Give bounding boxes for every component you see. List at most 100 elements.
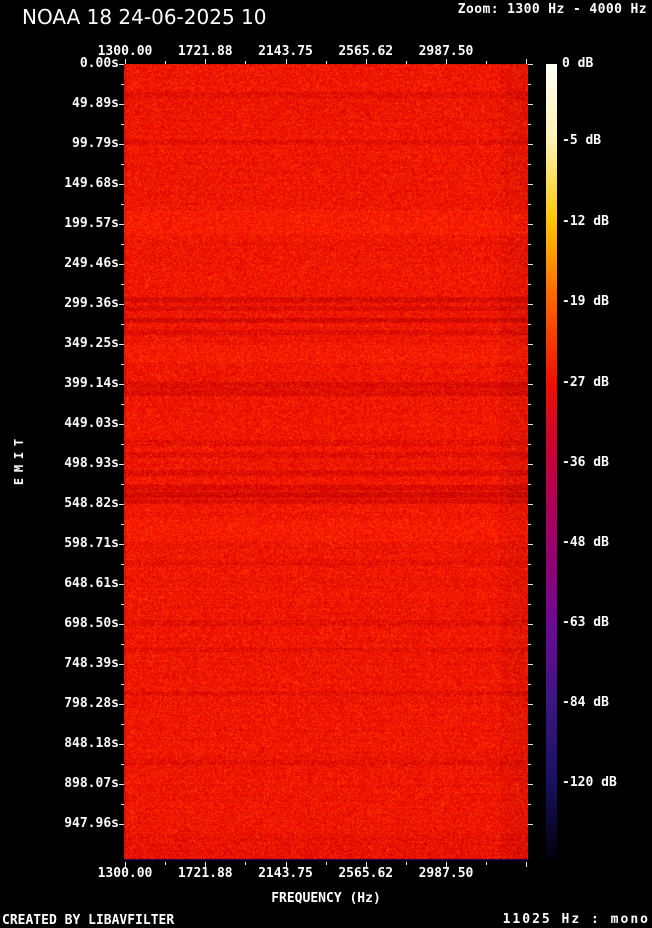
freq-tick-mark — [286, 862, 287, 867]
time-tick-mark — [528, 664, 533, 665]
time-tick-mark — [528, 304, 533, 305]
time-tick-label: 947.96s — [0, 816, 119, 831]
time-tick-label: 898.07s — [0, 776, 119, 791]
freq-tick-mark — [486, 61, 487, 64]
time-tick-label: 848.18s — [0, 736, 119, 751]
freq-tick-mark — [406, 862, 407, 865]
time-tick-mark-minor — [528, 244, 531, 245]
freq-tick-mark — [245, 61, 246, 64]
spectrogram-page: NOAA 18 24-06-2025 10 Zoom: 1300 Hz - 40… — [0, 0, 652, 928]
time-tick-mark — [119, 384, 124, 385]
time-tick-label: 798.28s — [0, 696, 119, 711]
time-tick-mark — [119, 584, 124, 585]
db-tick-label: -48 dB — [562, 535, 609, 550]
freq-tick-mark — [286, 59, 287, 64]
time-tick-mark — [528, 64, 533, 65]
y-axis-title: TIME — [8, 436, 32, 488]
time-tick-mark-minor — [121, 684, 124, 685]
freq-tick-label: 2143.75 — [241, 44, 331, 59]
time-tick-mark — [528, 184, 533, 185]
time-tick-mark-minor — [528, 124, 531, 125]
time-tick-mark — [119, 304, 124, 305]
page-title: NOAA 18 24-06-2025 10 — [22, 5, 266, 29]
time-tick-mark-minor — [121, 444, 124, 445]
freq-tick-mark — [366, 59, 367, 64]
time-tick-mark — [528, 424, 533, 425]
time-tick-label: 449.03s — [0, 416, 119, 431]
time-tick-mark-minor — [121, 244, 124, 245]
time-tick-mark-minor — [121, 804, 124, 805]
time-tick-mark-minor — [528, 484, 531, 485]
time-tick-label: 698.50s — [0, 616, 119, 631]
time-tick-label: 399.14s — [0, 376, 119, 391]
time-tick-mark — [528, 584, 533, 585]
db-tick-label: -63 dB — [562, 615, 609, 630]
db-tick-label: -12 dB — [562, 214, 609, 229]
time-tick-label: 548.82s — [0, 496, 119, 511]
time-tick-label: 0.00s — [0, 56, 119, 71]
time-tick-mark-minor — [528, 724, 531, 725]
time-tick-mark — [528, 264, 533, 265]
time-tick-mark-minor — [528, 164, 531, 165]
time-tick-mark — [119, 704, 124, 705]
time-tick-mark — [119, 464, 124, 465]
freq-tick-label: 1300.00 — [80, 866, 170, 881]
y-axis-title-letter: M — [13, 465, 26, 472]
time-tick-mark-minor — [528, 204, 531, 205]
time-tick-mark — [528, 624, 533, 625]
freq-tick-mark — [125, 862, 126, 867]
time-tick-mark — [119, 744, 124, 745]
time-tick-mark-minor — [121, 404, 124, 405]
time-tick-mark-minor — [121, 644, 124, 645]
freq-tick-mark — [205, 862, 206, 867]
time-tick-mark — [528, 504, 533, 505]
freq-tick-mark — [125, 59, 126, 64]
time-tick-mark-minor — [528, 684, 531, 685]
freq-tick-label: 1721.88 — [160, 866, 250, 881]
time-tick-mark — [119, 784, 124, 785]
freq-tick-label: 2987.50 — [401, 866, 491, 881]
time-tick-mark-minor — [121, 524, 124, 525]
time-tick-mark — [528, 744, 533, 745]
time-tick-mark — [119, 104, 124, 105]
freq-tick-label: 2143.75 — [241, 866, 331, 881]
time-tick-mark-minor — [121, 84, 124, 85]
db-tick-label: 0 dB — [562, 56, 593, 71]
time-tick-mark — [528, 824, 533, 825]
time-tick-label: 149.68s — [0, 176, 119, 191]
db-tick-label: -19 dB — [562, 294, 609, 309]
freq-tick-mark — [326, 61, 327, 64]
freq-tick-mark — [165, 61, 166, 64]
time-tick-mark-minor — [121, 604, 124, 605]
x-axis-title: FREQUENCY (Hz) — [124, 891, 528, 906]
time-tick-mark — [119, 504, 124, 505]
time-tick-mark — [528, 704, 533, 705]
time-tick-mark-minor — [121, 724, 124, 725]
time-tick-mark — [528, 104, 533, 105]
time-tick-mark — [119, 624, 124, 625]
freq-tick-mark — [526, 862, 527, 867]
time-tick-mark — [528, 544, 533, 545]
freq-tick-label: 1721.88 — [160, 44, 250, 59]
freq-tick-mark — [205, 59, 206, 64]
time-tick-mark — [528, 784, 533, 785]
time-tick-mark — [528, 144, 533, 145]
time-tick-mark-minor — [528, 444, 531, 445]
colorbar-gradient — [546, 64, 557, 861]
time-tick-mark-minor — [528, 564, 531, 565]
time-tick-mark-minor — [528, 604, 531, 605]
time-tick-mark — [119, 264, 124, 265]
time-tick-label: 299.36s — [0, 296, 119, 311]
freq-tick-label: 2565.62 — [321, 44, 411, 59]
freq-tick-mark — [245, 862, 246, 865]
time-tick-mark — [119, 224, 124, 225]
time-tick-mark-minor — [528, 644, 531, 645]
time-tick-label: 349.25s — [0, 336, 119, 351]
freq-tick-label: 2565.62 — [321, 866, 411, 881]
time-tick-mark — [119, 664, 124, 665]
time-tick-mark — [119, 344, 124, 345]
time-tick-mark-minor — [528, 284, 531, 285]
time-tick-label: 49.89s — [0, 96, 119, 111]
time-tick-mark-minor — [121, 124, 124, 125]
freq-tick-mark — [366, 862, 367, 867]
